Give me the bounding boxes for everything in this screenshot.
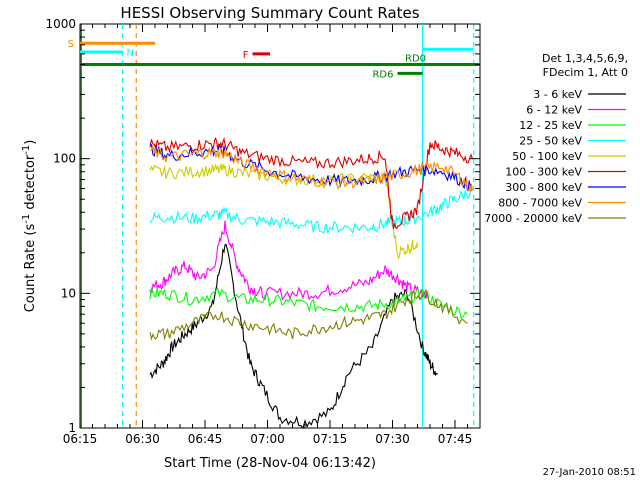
legend-label-5: 100 - 300 keV	[505, 166, 582, 179]
series-line-7	[149, 144, 474, 192]
x-tick-label-4: 07:15	[313, 432, 348, 446]
legend: Det 1,3,4,5,6,9, FDecim 1, Att 0 3 - 6 k…	[484, 52, 628, 225]
legend-label-0: 3 - 6 keV	[533, 88, 582, 101]
x-axis-label: Start Time (28-Nov-04 06:13:42)	[164, 456, 376, 471]
status-flags: S N F RD0 RD6	[68, 39, 480, 80]
flag-label-0: S	[68, 39, 74, 50]
y-axis-label-exp2: -1	[21, 145, 32, 155]
x-tick-label-5: 07:30	[375, 432, 410, 446]
x-tick-label-3: 07:00	[250, 432, 285, 446]
flag-label-2: F	[243, 50, 249, 61]
flag-label-1: N	[127, 48, 134, 59]
series-lines	[149, 136, 474, 430]
flag-label-4: RD6	[372, 69, 393, 80]
flag-label-3: RD0	[405, 54, 426, 65]
y-axis-label-mid: detector	[23, 154, 38, 214]
legend-header-line-1: Det 1,3,4,5,6,9,	[542, 52, 628, 65]
x-tick-label-1: 06:30	[125, 432, 160, 446]
y-axis-label: Count Rate (s-1 detector-1)	[21, 140, 38, 313]
chart-title: HESSI Observing Summary Count Rates	[120, 4, 419, 22]
x-tick-label-0: 06:15	[63, 432, 98, 446]
x-tick-label-2: 06:45	[188, 432, 223, 446]
vertical-markers	[80, 24, 475, 428]
y-tick-label-3: 1000	[45, 17, 76, 31]
legend-label-3: 25 - 50 keV	[519, 135, 582, 148]
y-axis-label-main: Count Rate (s	[23, 224, 38, 313]
series-line-8	[149, 288, 468, 341]
legend-header-line-2: FDecim 1, Att 0	[543, 66, 628, 79]
y-axis-label-exp1: -1	[21, 214, 32, 224]
legend-label-6: 300 - 800 keV	[505, 181, 582, 194]
x-tick-label-6: 07:45	[438, 432, 473, 446]
series-line-6	[149, 143, 473, 192]
legend-label-4: 50 - 100 keV	[512, 150, 582, 163]
y-tick-label-1: 10	[61, 286, 76, 300]
legend-label-8: 7000 - 20000 keV	[484, 212, 582, 225]
legend-label-7: 800 - 7000 keV	[498, 197, 582, 210]
y-tick-label-0: 1	[68, 421, 76, 435]
x-axis: 06:15 06:30 06:45 07:00 07:15 07:30 07:45	[63, 24, 481, 446]
series-line-3	[149, 184, 474, 235]
y-axis-label-end: )	[23, 140, 38, 145]
footer-timestamp: 27-Jan-2010 08:51	[543, 467, 636, 478]
series-line-0	[149, 243, 438, 430]
legend-label-1: 6 - 12 keV	[526, 104, 582, 117]
series-line-1	[149, 220, 429, 301]
y-axis: 1 10 100 1000	[45, 17, 480, 435]
legend-label-2: 12 - 25 keV	[519, 119, 582, 132]
series-line-2	[149, 286, 468, 320]
y-tick-label-2: 100	[53, 152, 76, 166]
